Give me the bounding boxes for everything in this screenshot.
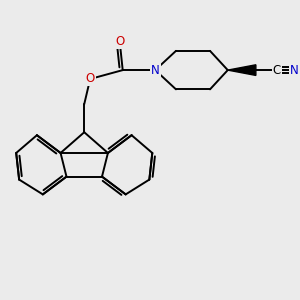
Text: C: C: [272, 64, 281, 76]
Text: N: N: [290, 64, 299, 76]
Text: O: O: [115, 35, 124, 49]
Polygon shape: [228, 65, 256, 75]
Text: O: O: [85, 73, 95, 85]
Text: N: N: [151, 64, 160, 76]
